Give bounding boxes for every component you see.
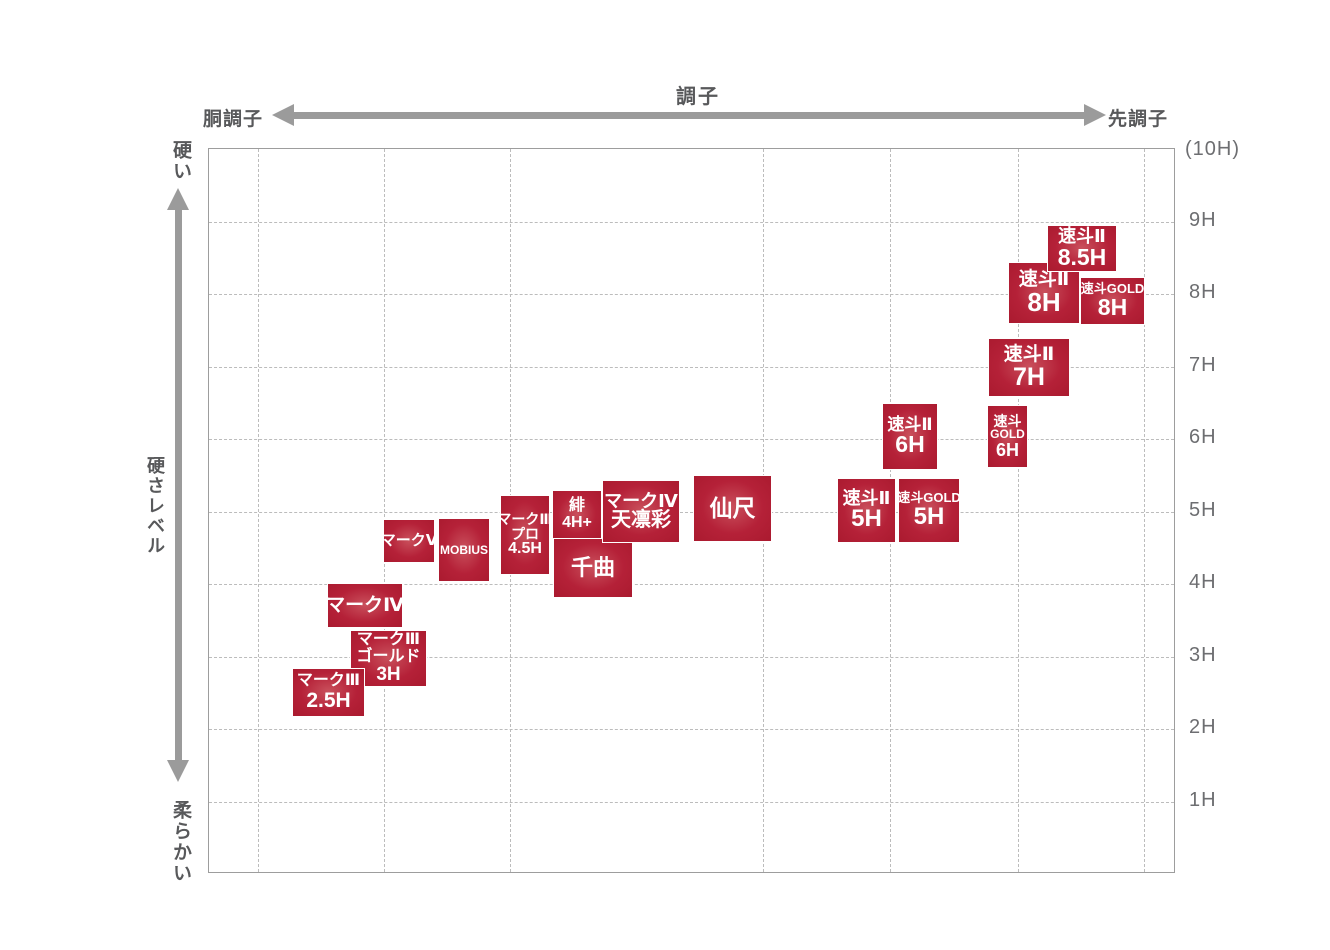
product-box-label: 速斗GOLD <box>1080 281 1145 297</box>
product-box-label: マークⅢ <box>497 511 553 528</box>
product-box-label: 仙尺 <box>709 494 756 521</box>
y-axis-tick: 6H <box>1189 426 1217 448</box>
product-box-label: 千曲 <box>570 554 615 580</box>
product-box-label: プロ <box>511 525 539 542</box>
gridline-h <box>209 511 1174 513</box>
y-axis-tick: 2H <box>1189 716 1217 738</box>
y-axis-tick: 9H <box>1189 208 1217 231</box>
product-box-mark5: マークⅤ <box>380 519 438 563</box>
product-box-hayato-gold-8h: 速斗GOLD 8H <box>1080 277 1145 325</box>
product-box-label: 3H <box>376 664 401 686</box>
gridline-h <box>209 439 1174 440</box>
product-box-mobius: MOBIUS <box>438 518 490 582</box>
product-box-hi-4hplus: 緋 4H+ <box>552 490 602 540</box>
product-box-label: 8.5H <box>1057 243 1107 270</box>
product-box-senshaku: 仙尺 <box>693 475 772 542</box>
gridline-h <box>209 729 1174 730</box>
product-box-hayato-gold-6h: 速斗 GOLD 6H <box>987 405 1028 468</box>
gridline-h <box>209 294 1174 295</box>
product-box-mark3-pro-45h: マークⅢ プロ 4.5H <box>497 495 553 575</box>
y-axis-title: 硬さレベル <box>145 456 165 556</box>
product-box-label: 6H <box>995 439 1019 460</box>
product-box-label: 速斗 <box>993 412 1022 429</box>
product-box-mark3-25h: マークⅢ 2.5H <box>292 668 365 717</box>
plot-area <box>208 148 1175 873</box>
product-box-label: GOLD <box>990 427 1025 442</box>
product-box-hayato2-7h: 速斗Ⅱ 7H <box>988 338 1070 397</box>
product-box-hayato-gold-5h: 速斗GOLD 5H <box>897 478 961 543</box>
product-box-label: 4.5H <box>508 540 542 558</box>
x-axis-right-end-label: 先調子 <box>1108 109 1169 130</box>
product-box-hayato2-85h: 速斗Ⅱ 8.5H <box>1047 225 1117 272</box>
product-box-hayato2-8h: 速斗Ⅱ 8H <box>1008 262 1080 324</box>
gridline-v <box>258 149 259 872</box>
y-axis-top-end-label: 硬い <box>170 140 191 182</box>
product-box-label: 速斗Ⅱ <box>1003 343 1055 365</box>
product-box-label: 速斗Ⅱ <box>887 414 933 434</box>
product-box-label: マークⅣ <box>604 490 678 511</box>
gridline-h <box>209 221 1174 223</box>
gridline-v <box>384 149 385 872</box>
arrow-up-icon <box>167 188 189 210</box>
x-axis-title: 調子 <box>676 86 720 108</box>
y-axis-tick: 4H <box>1189 571 1217 593</box>
gridline-h <box>209 801 1174 803</box>
product-box-label: 天凛彩 <box>611 509 671 532</box>
product-box-label: マークⅢ <box>296 672 361 690</box>
product-box-label: 緋 <box>568 497 585 515</box>
product-box-label: 速斗Ⅱ <box>1018 268 1070 290</box>
horizontal-arrow-shaft <box>294 112 1084 119</box>
product-box-mark4-tenrinsai: マークⅣ 天凛彩 <box>602 480 680 543</box>
gridline-v <box>1018 149 1019 872</box>
y-axis-tick: 3H <box>1189 643 1217 666</box>
product-box-label: 速斗Ⅱ <box>842 487 891 508</box>
product-box-label: 6H <box>895 431 925 458</box>
y-axis-tick: 5H <box>1189 498 1217 521</box>
product-box-label: 5H <box>851 505 882 533</box>
product-box-label: マークⅤ <box>380 532 438 550</box>
y-axis-tick: 1H <box>1189 788 1217 811</box>
y-axis-tick: 7H <box>1189 353 1217 376</box>
y-axis-max-tick: (10H) <box>1185 138 1241 160</box>
product-box-chikuma: 千曲 <box>553 538 633 598</box>
arrow-right-icon <box>1084 104 1106 126</box>
y-axis-tick: 8H <box>1189 281 1217 303</box>
product-box-label: 速斗Ⅱ <box>1058 226 1106 247</box>
product-box-label: ゴールド <box>356 647 421 665</box>
product-box-label: マークⅢ <box>356 631 421 648</box>
gridline-h <box>209 584 1174 585</box>
product-box-label: 4H+ <box>562 514 592 531</box>
product-box-label: 8H <box>1027 287 1061 318</box>
product-box-hayato2-6h: 速斗Ⅱ 6H <box>882 403 938 470</box>
product-box-label: マークⅣ <box>326 594 404 616</box>
product-box-label: 速斗GOLD <box>897 490 961 506</box>
x-axis-left-end-label: 胴調子 <box>203 109 264 130</box>
product-box-label: 7H <box>1013 363 1045 392</box>
product-box-label: 8H <box>1097 293 1128 320</box>
product-box-label: 5H <box>913 502 945 530</box>
product-box-hayato2-5h: 速斗Ⅱ 5H <box>837 478 896 543</box>
vertical-arrow-shaft <box>175 210 182 760</box>
product-box-mark4: マークⅣ <box>326 583 404 628</box>
arrow-left-icon <box>272 104 294 126</box>
product-box-label: 2.5H <box>306 688 351 712</box>
y-axis-bottom-end-label: 柔らかい <box>170 800 191 884</box>
arrow-down-icon <box>167 760 189 782</box>
product-box-label: MOBIUS <box>440 542 488 557</box>
gridline-v <box>1144 149 1145 872</box>
gridline-h <box>209 656 1174 658</box>
gridline-h <box>209 366 1174 368</box>
